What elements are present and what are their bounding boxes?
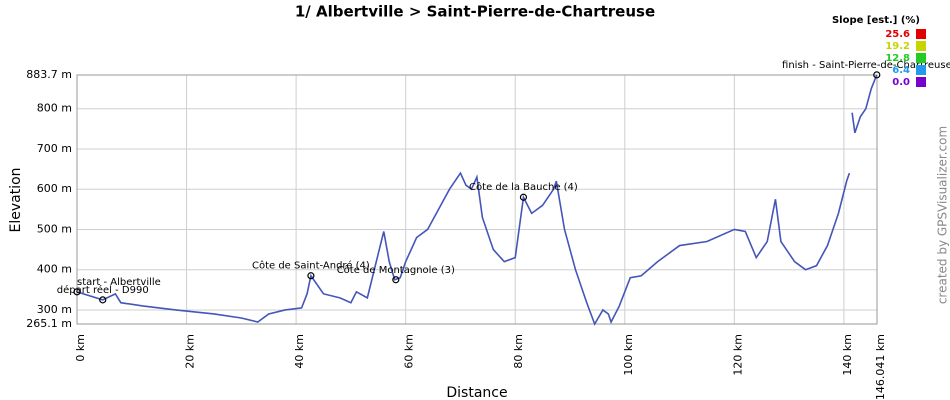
legend-label: 0.0 (892, 77, 910, 88)
y-tick-label: 700 m (37, 142, 72, 155)
x-tick-label: 100 km (622, 334, 635, 376)
plot-frame (76, 74, 878, 325)
legend-swatch (916, 65, 926, 75)
chart-title: 1/ Albertville > Saint-Pierre-de-Chartre… (295, 3, 655, 21)
legend-label: 6.4 (892, 65, 910, 76)
legend-swatch (916, 77, 926, 87)
x-tick-label: 140 km (841, 334, 854, 376)
credit: created by GPSVisualizer.com (936, 126, 950, 304)
x-tick-label: 60 km (403, 334, 416, 369)
x-tick-label: 146.041 km (874, 334, 887, 400)
waypoint-label: départ réel - D990 (57, 284, 149, 296)
y-tick-label: 300 m (37, 303, 72, 316)
elevation-line (76, 74, 878, 326)
legend-swatch (916, 53, 926, 63)
waypoint (307, 272, 315, 280)
legend-title: Slope [est.] (%) (832, 15, 920, 26)
y-tick-label: 600 m (37, 182, 72, 195)
legend-swatch (916, 29, 926, 39)
x-axis-label: Distance (446, 385, 507, 400)
x-tick-label: 0 km (74, 334, 87, 362)
waypoint (73, 288, 81, 296)
legend-label: 25.6 (885, 29, 910, 40)
waypoint-label: finish - Saint-Pierre-de-Chartreuse (782, 60, 950, 71)
y-tick-label: 883.7 m (26, 68, 72, 81)
waypoint-label: Côte de Montagnole (3) (337, 264, 455, 276)
waypoint-label: start - Albertville (77, 277, 161, 288)
waypoint (99, 296, 107, 304)
y-tick-label: 800 m (37, 102, 72, 115)
waypoint (873, 71, 881, 79)
x-tick-label: 120 km (731, 334, 744, 376)
waypoint (519, 193, 528, 201)
legend-label: 19.2 (885, 41, 910, 52)
legend-label: 12.8 (885, 53, 910, 64)
waypoint-label: Côte de Saint-André (4) (252, 260, 370, 272)
y-axis-label: Elevation (8, 167, 24, 232)
x-tick-label: 80 km (512, 334, 525, 369)
legend-swatch (916, 41, 926, 51)
waypoint-label: Côte de la Bauche (4) (469, 181, 578, 193)
y-tick-label: 500 m (37, 222, 72, 235)
waypoint (392, 276, 400, 284)
y-tick-label: 265.1 m (26, 317, 72, 330)
x-tick-label: 20 km (184, 334, 197, 369)
y-tick-label: 400 m (37, 263, 72, 276)
x-tick-label: 40 km (293, 334, 306, 369)
